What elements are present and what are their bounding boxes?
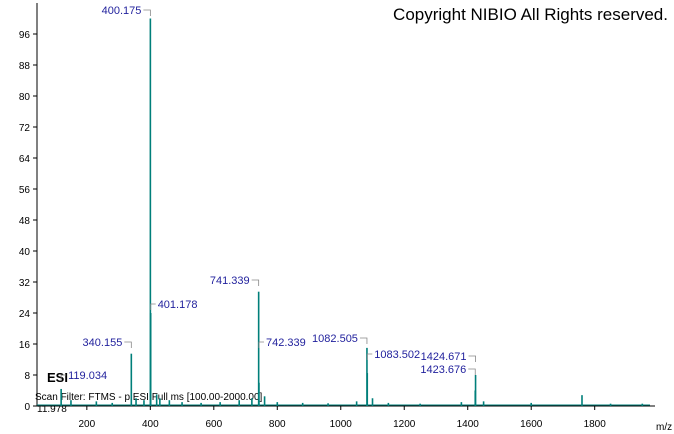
y-tick-label: 8: [24, 371, 30, 382]
x-tick-label: 600: [205, 419, 222, 430]
y-tick-label: 72: [19, 123, 31, 134]
peak-label: 340.155: [83, 337, 123, 349]
y-tick-label: 96: [19, 30, 31, 41]
peak-label: 1424.671: [421, 351, 467, 363]
x-tick-label: 200: [78, 419, 95, 430]
x-axis-label: m/z: [656, 422, 672, 433]
peak-label: 400.175: [102, 5, 142, 17]
peak-label: 1082.505: [312, 333, 358, 345]
y-tick-label: 88: [19, 61, 31, 72]
label-connector: [60, 374, 67, 381]
peak-label: 742.339: [266, 337, 306, 349]
x-tick-label: 1000: [330, 419, 353, 430]
label-connector: [251, 279, 260, 286]
peak-label: 401.178: [158, 299, 198, 311]
x-tick-label: 800: [269, 419, 286, 430]
peak-label: 741.339: [210, 275, 250, 287]
y-tick-label: 80: [19, 92, 31, 103]
x-tick-label: 1200: [393, 419, 416, 430]
label-connector: [366, 353, 373, 360]
y-tick-label: 56: [19, 185, 31, 196]
x-tick-label: 1800: [584, 419, 607, 430]
x-tick-label: 1600: [520, 419, 543, 430]
y-tick-label: 48: [19, 216, 31, 227]
y-tick-label: 40: [19, 247, 31, 258]
label-connector: [468, 355, 476, 362]
peak-label: 1083.502: [374, 349, 420, 361]
y-tick-label: 24: [19, 309, 31, 320]
ion-mode: ESI: [47, 370, 68, 385]
y-tick-label: 0: [24, 402, 30, 413]
label-connector: [124, 341, 132, 348]
y-tick-label: 16: [19, 340, 31, 351]
peak-label: 119.034: [68, 370, 107, 382]
label-connector: [150, 303, 156, 310]
label-connector: [359, 337, 368, 344]
y-tick-label: 64: [19, 154, 31, 165]
label-connector: [143, 9, 151, 16]
peak-label: 1423.676: [420, 364, 466, 376]
label-connector: [468, 368, 476, 375]
scan-filter: Scan Filter: FTMS - p ESI Full ms [100.0…: [35, 392, 263, 403]
y-tick-label: 32: [19, 278, 31, 289]
x-tick-label: 400: [142, 419, 159, 430]
label-connector: [258, 341, 264, 348]
copyright: Copyright NIBIO All Rights reserved.: [393, 5, 668, 24]
x-tick-label: 1400: [457, 419, 480, 430]
retention-time: 11.978: [37, 404, 67, 415]
